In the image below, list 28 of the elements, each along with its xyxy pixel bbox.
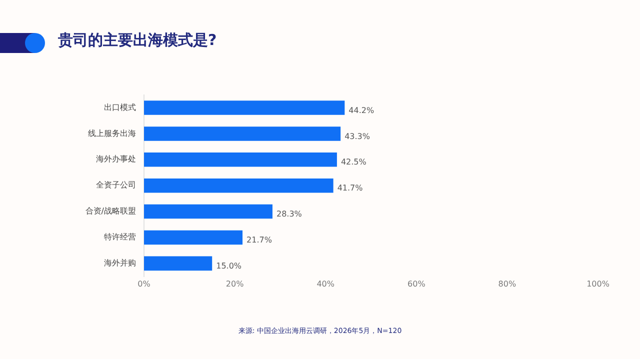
y-tick-label: 特许经营 <box>104 232 136 242</box>
data-label: 43.3% <box>344 132 370 141</box>
data-label: 15.0% <box>216 262 242 271</box>
x-tick-label: 100% <box>586 279 610 288</box>
x-tick-label: 0% <box>138 279 151 288</box>
y-tick-label: 出口模式 <box>104 102 136 112</box>
bar <box>144 256 212 271</box>
y-tick-label: 海外办事处 <box>96 154 136 164</box>
y-tick-label: 海外并购 <box>104 258 136 268</box>
x-tick-label: 20% <box>226 279 244 288</box>
bar <box>144 178 334 193</box>
bar <box>144 230 243 245</box>
bar <box>144 152 337 167</box>
data-label: 21.7% <box>246 236 272 245</box>
x-tick-label: 60% <box>408 279 426 288</box>
data-label: 28.3% <box>276 210 302 219</box>
bar <box>144 204 272 219</box>
bar <box>144 100 345 115</box>
y-tick-label: 合资/战略联盟 <box>85 206 136 216</box>
x-tick-label: 40% <box>316 279 335 288</box>
chart-title: 贵司的主要出海模式是? <box>58 31 217 50</box>
data-label: 42.5% <box>340 158 367 167</box>
data-label: 44.2% <box>348 106 374 115</box>
bar <box>144 126 341 141</box>
y-tick-label: 全资子公司 <box>96 180 136 190</box>
y-tick-label: 线上服务出海 <box>88 128 136 138</box>
x-tick-label: 80% <box>498 279 516 288</box>
data-label: 41.7% <box>337 184 364 193</box>
